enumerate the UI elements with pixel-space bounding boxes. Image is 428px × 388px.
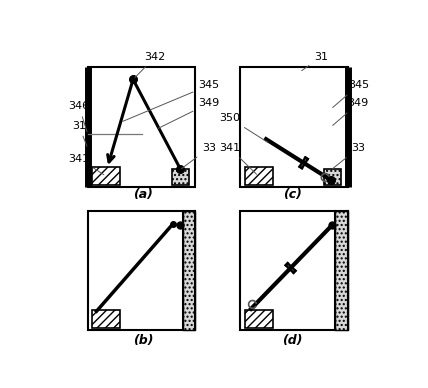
- Bar: [92, 310, 120, 328]
- Text: (a): (a): [133, 188, 153, 201]
- Bar: [240, 211, 348, 331]
- Text: 349: 349: [158, 98, 220, 128]
- Text: 31: 31: [72, 121, 87, 146]
- Text: 341: 341: [219, 143, 256, 174]
- Text: 33: 33: [181, 143, 216, 168]
- Bar: [324, 169, 342, 185]
- Bar: [240, 68, 348, 187]
- Text: 31: 31: [302, 52, 328, 71]
- Text: 342: 342: [135, 52, 166, 78]
- Text: 345: 345: [333, 80, 369, 107]
- Bar: [88, 211, 196, 331]
- Text: 349: 349: [333, 98, 369, 125]
- Bar: [92, 167, 120, 185]
- Bar: [335, 211, 348, 331]
- Text: (b): (b): [133, 334, 153, 347]
- Bar: [88, 68, 196, 187]
- Text: 350: 350: [219, 113, 268, 142]
- Bar: [183, 211, 196, 331]
- Bar: [172, 169, 189, 185]
- Text: 341: 341: [68, 154, 104, 175]
- Bar: [244, 167, 273, 185]
- Bar: [244, 310, 273, 328]
- Text: (d): (d): [282, 334, 303, 347]
- Text: (c): (c): [283, 188, 302, 201]
- Text: 346: 346: [68, 101, 89, 132]
- Text: 345: 345: [123, 80, 220, 121]
- Text: 33: 33: [333, 143, 365, 168]
